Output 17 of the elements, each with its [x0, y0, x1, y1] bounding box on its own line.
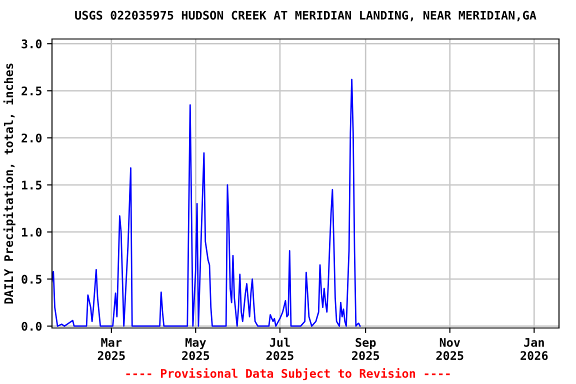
x-tick-label: Mar 2025	[98, 338, 125, 360]
y-tick-label: 0.0	[22, 322, 42, 331]
y-tick-label: 2.0	[22, 134, 42, 142]
line-series	[52, 78, 361, 327]
y-tick-label: 1.5	[22, 180, 42, 190]
x-tick-label: May 2025	[182, 338, 210, 360]
chart-title: USGS 022035975 HUDSON CREEK AT MERIDIAN LANDING, NEAR MERIDIAN,GA	[75, 10, 536, 22]
y-tick-label: 1.0	[22, 228, 42, 237]
x-tick-label: Jul 2025	[266, 338, 294, 360]
y-tick-label: 3.0	[22, 39, 42, 48]
y-tick-label: 0.5	[22, 274, 42, 284]
y-tick-label: 2.5	[22, 86, 42, 96]
y-axis-title: DAILY Precipitation, total, inches	[3, 64, 16, 304]
x-tick-label: Sep 2025	[352, 338, 380, 360]
x-tick-label: Nov 2025	[436, 338, 464, 360]
x-tick-label: Jan 2026	[520, 338, 548, 360]
text: ---- Provisional Data Subject to Revision ----	[126, 368, 450, 380]
